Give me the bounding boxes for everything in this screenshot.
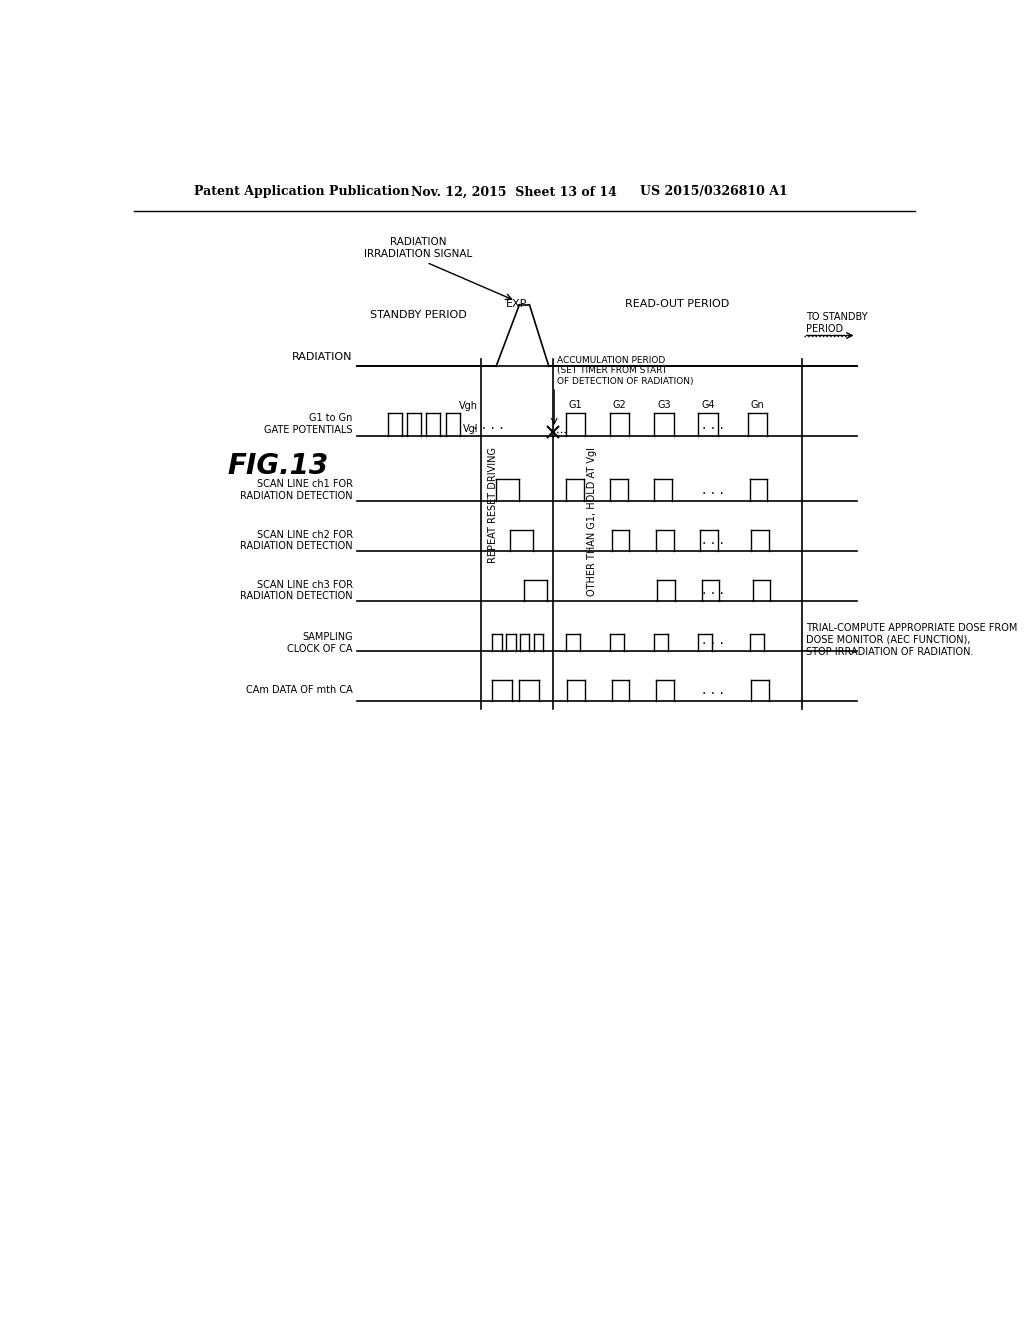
Text: . . .: . . . [702,634,724,647]
Text: CAm DATA OF mth CA: CAm DATA OF mth CA [246,685,352,696]
Text: Vgh: Vgh [460,401,478,411]
Text: . . .: . . . [702,684,724,697]
Text: SCAN LINE ch1 FOR
RADIATION DETECTION: SCAN LINE ch1 FOR RADIATION DETECTION [240,479,352,502]
Text: SCAN LINE ch3 FOR
RADIATION DETECTION: SCAN LINE ch3 FOR RADIATION DETECTION [240,579,352,601]
Text: TRIAL-COMPUTE APPROPRIATE DOSE FROM
DOSE MONITOR (AEC FUNCTION),
STOP IRRADIATIO: TRIAL-COMPUTE APPROPRIATE DOSE FROM DOSE… [806,623,1018,656]
Text: FIG.13: FIG.13 [227,453,329,480]
Text: G3: G3 [657,400,671,411]
Text: . . .: . . . [702,583,724,598]
Text: G1: G1 [568,400,583,411]
Text: Gn: Gn [751,400,765,411]
Text: RADIATION
IRRADIATION SIGNAL: RADIATION IRRADIATION SIGNAL [365,236,473,259]
Text: EXP: EXP [506,298,527,309]
Text: Nov. 12, 2015  Sheet 13 of 14: Nov. 12, 2015 Sheet 13 of 14 [411,185,616,198]
Text: SCAN LINE ch2 FOR
RADIATION DETECTION: SCAN LINE ch2 FOR RADIATION DETECTION [240,529,352,552]
Text: . . .: . . . [702,417,724,432]
Text: G2: G2 [612,400,627,411]
Text: STANDBY PERIOD: STANDBY PERIOD [371,310,467,321]
Text: REPEAT RESET DRIVING: REPEAT RESET DRIVING [488,447,499,564]
Text: . . . .: . . . . [473,417,504,432]
Text: READ-OUT PERIOD: READ-OUT PERIOD [626,298,729,309]
Text: US 2015/0326810 A1: US 2015/0326810 A1 [640,185,787,198]
Text: OTHER THAN G1, HOLD AT Vgl: OTHER THAN G1, HOLD AT Vgl [587,447,597,597]
Text: Vgl: Vgl [463,424,478,434]
Text: RADIATION: RADIATION [292,352,352,363]
Text: ACCUMULATION PERIOD
(SET TIMER FROM START
OF DETECTION OF RADIATION): ACCUMULATION PERIOD (SET TIMER FROM STAR… [557,356,693,385]
Text: TO STANDBY
PERIOD: TO STANDBY PERIOD [806,313,867,334]
Text: G1 to Gn
GATE POTENTIALS: G1 to Gn GATE POTENTIALS [264,413,352,434]
Text: G4: G4 [701,400,715,411]
Text: . . .: . . . [702,483,724,498]
Text: . . .: . . . [702,533,724,548]
Text: Patent Application Publication: Patent Application Publication [194,185,410,198]
Text: SAMPLING
CLOCK OF CA: SAMPLING CLOCK OF CA [288,632,352,653]
